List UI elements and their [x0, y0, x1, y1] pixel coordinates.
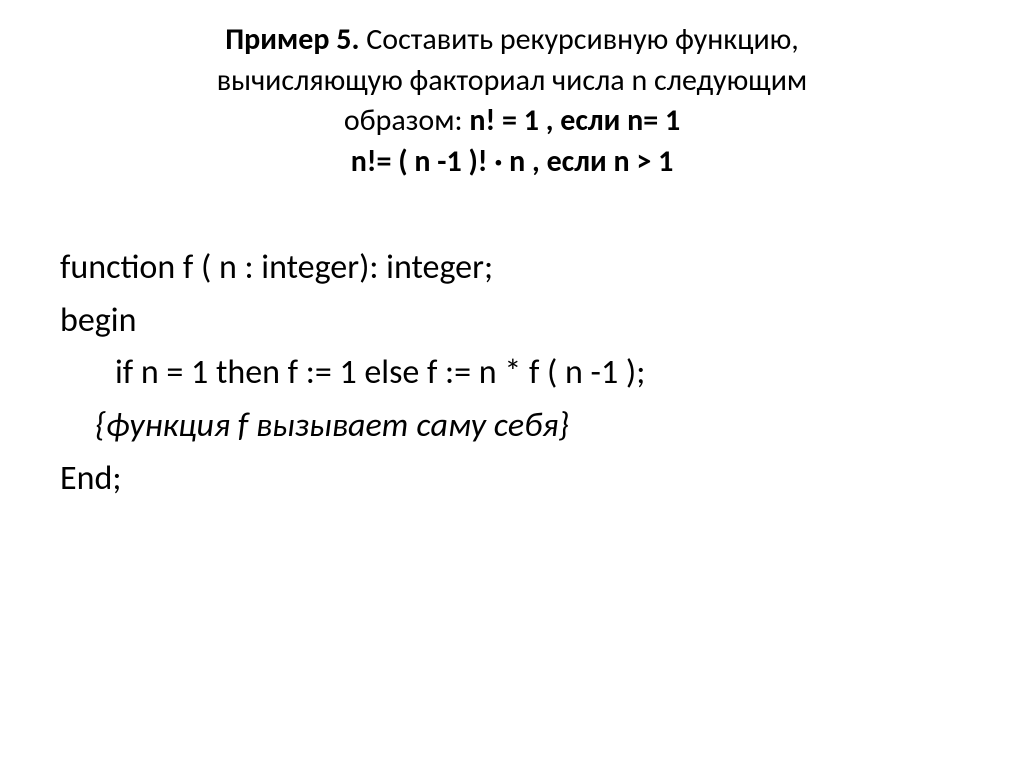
title-3a: образом:: [344, 102, 470, 139]
code-line-4: {функция f вызывает саму себя}: [60, 400, 974, 453]
title-line-3: образом: n! = 1 , если n= 1: [50, 101, 974, 142]
code-line-2: begin: [60, 295, 974, 348]
code-line-1: function f ( n : integer): integer;: [60, 242, 974, 295]
title-bold-prefix: Пример 5.: [225, 21, 359, 58]
title-3b: n! = 1 , если n= 1: [469, 102, 680, 139]
slide-container: Пример 5. Составить рекурсивную функцию,…: [0, 0, 1024, 767]
code-body: function f ( n : integer): integer; begi…: [50, 242, 974, 505]
title-rest-1: Составить рекурсивную функцию,: [360, 21, 799, 58]
slide-title: Пример 5. Составить рекурсивную функцию,…: [50, 20, 974, 182]
title-line-1: Пример 5. Составить рекурсивную функцию,: [50, 20, 974, 61]
title-line-4: n!= ( n -1 )! · n , если n > 1: [50, 142, 974, 183]
code-line-5: End;: [60, 453, 974, 506]
code-line-3: if n = 1 then f := 1 else f := n * f ( n…: [60, 347, 974, 400]
title-line-2: вычисляющую факториал числа n следующим: [50, 61, 974, 102]
